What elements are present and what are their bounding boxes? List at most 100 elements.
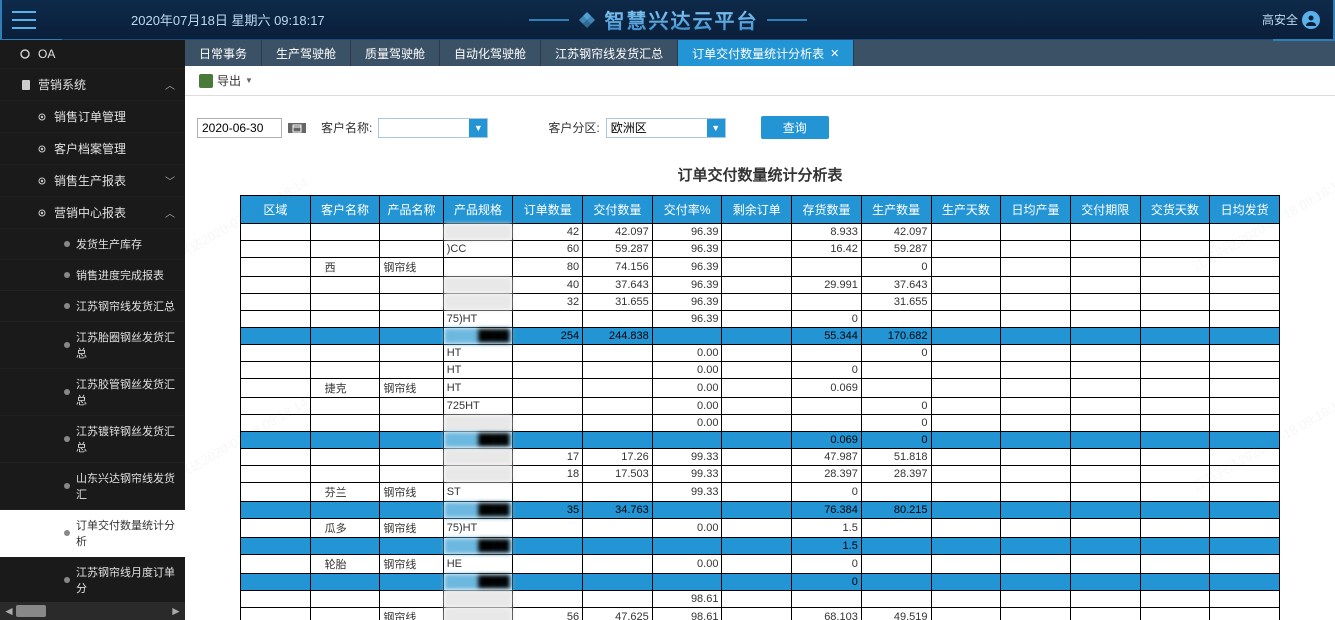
sidebar-item[interactable]: 山东兴达钢帘线发货汇 [0, 463, 185, 510]
table-cell: 98.61 [652, 608, 722, 620]
tab[interactable]: 自动化驾驶舱 [440, 40, 541, 66]
export-button[interactable]: 导出 ▼ [193, 70, 259, 91]
table-cell [1140, 379, 1210, 398]
table-cell [310, 311, 380, 328]
table-cell [861, 483, 931, 502]
date-picker-button[interactable] [288, 123, 306, 133]
table-cell [380, 224, 443, 241]
scroll-left-icon[interactable]: ◄ [2, 604, 16, 618]
tab[interactable]: 日常事务 [185, 40, 262, 66]
table-cell [241, 398, 311, 415]
table-cell [1070, 362, 1140, 379]
table-cell [380, 574, 443, 591]
sidebar-item[interactable]: 销售订单管理 [0, 101, 185, 133]
table-cell [722, 258, 792, 277]
table-cell: 99.33 [652, 449, 722, 466]
table-cell: 55.344 [792, 328, 862, 345]
table-cell [1140, 415, 1210, 432]
sidebar-item[interactable]: 江苏镀锌钢丝发货汇总 [0, 416, 185, 463]
table-cell: ████ [443, 608, 513, 620]
table-row: 钢帘线████5647.62598.6168.10349.519 [241, 608, 1280, 620]
table-cell [1001, 591, 1071, 608]
table-cell [931, 277, 1001, 294]
customer-combo[interactable] [379, 119, 469, 137]
table-cell: 37.643 [583, 277, 653, 294]
table-cell [1140, 591, 1210, 608]
tab[interactable]: 生产驾驶舱 [262, 40, 351, 66]
table-cell [1210, 224, 1280, 241]
table-cell [1210, 449, 1280, 466]
sidebar-item[interactable]: 营销系统︿ [0, 69, 185, 101]
sidebar-item[interactable]: 江苏钢帘线月度订单分 [0, 557, 185, 604]
table-cell [861, 519, 931, 538]
sidebar-item[interactable]: 销售生产报表﹀ [0, 165, 185, 197]
date-input[interactable] [197, 118, 282, 138]
sidebar-item[interactable]: 营销中心报表︿ [0, 197, 185, 229]
column-header: 交付率% [652, 196, 722, 224]
column-header: 剩余订单 [722, 196, 792, 224]
chevron-up-icon: ︿ [165, 205, 175, 220]
table-cell [1140, 555, 1210, 574]
sidebar-item[interactable]: 江苏钢帘线发货汇总 [0, 291, 185, 322]
table-cell [931, 328, 1001, 345]
table-cell [931, 483, 1001, 502]
customer-dropdown-button[interactable]: ▼ [469, 119, 487, 137]
content-area: 日常事务生产驾驶舱质量驾驶舱自动化驾驶舱江苏钢帘线发货汇总订单交付数量统计分析表… [185, 40, 1335, 620]
tab[interactable]: 江苏钢帘线发货汇总 [541, 40, 678, 66]
table-cell [792, 398, 862, 415]
tab[interactable]: 质量驾驶舱 [351, 40, 440, 66]
table-cell [380, 328, 443, 345]
query-button[interactable]: 查询 [761, 116, 829, 139]
table-cell [1210, 294, 1280, 311]
table-cell [1070, 449, 1140, 466]
scroll-right-icon[interactable]: ► [169, 604, 183, 618]
tab[interactable]: 订单交付数量统计分析表 ✕ [678, 40, 854, 66]
user-info[interactable]: 高安全 [1262, 11, 1320, 29]
sidebar-item[interactable]: 发货生产库存 [0, 229, 185, 260]
table-cell [722, 608, 792, 620]
bullet-icon [64, 342, 70, 348]
scrollbar-thumb[interactable] [16, 605, 46, 617]
table-cell [1070, 241, 1140, 258]
table-cell: 80.215 [861, 502, 931, 519]
chevron-down-icon: ﹀ [165, 173, 175, 188]
table-cell [722, 519, 792, 538]
region-dropdown-button[interactable]: ▼ [707, 119, 725, 137]
export-icon [199, 74, 213, 88]
close-icon[interactable]: ✕ [830, 47, 839, 60]
region-combo[interactable] [607, 119, 707, 137]
table-cell [310, 608, 380, 620]
table-cell [1070, 483, 1140, 502]
tab-label: 订单交付数量统计分析表 [692, 45, 824, 62]
table-cell: 76.384 [792, 502, 862, 519]
table-cell: 31.655 [861, 294, 931, 311]
table-cell [1210, 591, 1280, 608]
gear-icon [36, 143, 48, 155]
column-header: 日均产量 [1001, 196, 1071, 224]
sidebar-item-label: OA [38, 47, 55, 61]
table-cell [861, 379, 931, 398]
sidebar-item[interactable]: 客户档案管理 [0, 133, 185, 165]
table-cell [1001, 224, 1071, 241]
table-cell: 99.33 [652, 466, 722, 483]
app-header: 2020年07月18日 星期六 09:18:17 智慧兴达云平台 高安全 [0, 0, 1335, 40]
sidebar-item[interactable]: 江苏胎圈钢丝发货汇总 [0, 322, 185, 369]
table-cell [931, 311, 1001, 328]
table-cell [513, 519, 583, 538]
table-cell: 60 [513, 241, 583, 258]
table-cell [1001, 608, 1071, 620]
doc-icon [20, 79, 32, 91]
table-cell [722, 379, 792, 398]
bullet-icon [64, 483, 70, 489]
menu-toggle-icon[interactable] [12, 11, 36, 29]
sidebar-item[interactable]: OA [0, 40, 185, 69]
sidebar-item[interactable]: 江苏胶管钢丝发货汇总 [0, 369, 185, 416]
sidebar-item[interactable]: 销售进度完成报表 [0, 260, 185, 291]
table-cell [1001, 258, 1071, 277]
table-cell [931, 591, 1001, 608]
sidebar-horizontal-scrollbar[interactable]: ◄ ► [0, 602, 185, 620]
table-cell [1001, 311, 1071, 328]
table-cell: 99.33 [652, 483, 722, 502]
user-name: 高安全 [1262, 11, 1298, 28]
sidebar-item[interactable]: 订单交付数量统计分析 [0, 510, 185, 557]
